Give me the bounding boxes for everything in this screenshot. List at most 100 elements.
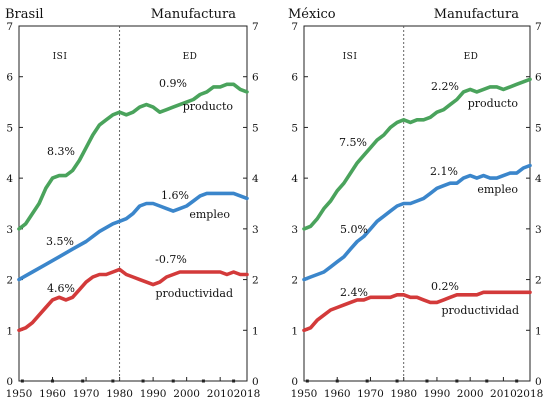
x-axis-marker — [20, 379, 24, 383]
y-tick-label-right: 2 — [535, 275, 542, 287]
y-tick-label-left: 2 — [291, 275, 298, 287]
y-tick-label-left: 4 — [291, 173, 298, 185]
y-tick-label-right: 6 — [252, 72, 259, 84]
x-axis-marker — [335, 379, 339, 383]
y-tick-label-left: 7 — [6, 21, 13, 33]
axes: 0 0 1 1 2 2 3 3 4 4 5 5 6 6 7 7 1950 1960 1970 1980 1990 2000… — [291, 21, 544, 400]
x-tick-label: 1960 — [39, 388, 66, 400]
x-tick-label: 1970 — [73, 388, 100, 400]
x-tick-label: 1950 — [6, 388, 33, 400]
series-line-productividad — [17, 267, 249, 333]
y-tick-label-left: 0 — [291, 376, 298, 388]
plot-frame — [18, 25, 248, 382]
y-tick-label-left: 6 — [291, 72, 298, 84]
y-tick-label-left: 1 — [6, 325, 13, 337]
y-tick-label-right: 1 — [252, 325, 259, 337]
x-tick-label: 1980 — [390, 388, 417, 400]
series-line-producto — [302, 77, 532, 231]
x-axis-marker — [515, 379, 519, 383]
growth-label-producto-ed: 0.9% — [159, 77, 187, 90]
y-tick-label-right: 5 — [535, 122, 542, 134]
x-axis-marker — [232, 379, 236, 383]
panel-title: Brasil — [5, 7, 44, 22]
axes: 0 0 1 1 2 2 3 3 4 4 5 5 6 6 7 7 1950 1960 1970 1980 1990 2000… — [6, 21, 261, 400]
y-tick-label-left: 2 — [6, 275, 13, 287]
growth-label-producto-isi: 7.5% — [339, 136, 367, 149]
y-tick-label-right: 5 — [252, 122, 259, 134]
mexico-panel: México Manufactura ISI ED 0 0 1 1 2 2 3 3 4 4 5 5 6 6… — [288, 7, 543, 400]
brasil-panel: Brasil Manufactura ISI ED 0 0 1 1 2 2 3 3 4 4 5 5 6 6… — [5, 7, 260, 400]
x-axis-marker — [81, 379, 85, 383]
x-tick-label: 1990 — [424, 388, 451, 400]
y-tick-label-right: 7 — [535, 21, 542, 33]
y-tick-label-left: 6 — [6, 72, 13, 84]
y-tick-label-left: 5 — [6, 122, 13, 134]
x-tick-label: 1970 — [357, 388, 384, 400]
x-tick-label: 2000 — [457, 388, 484, 400]
x-axis-marker — [171, 379, 175, 383]
x-axis-marker — [425, 379, 429, 383]
x-axis-marker — [305, 379, 309, 383]
y-tick-label-left: 3 — [291, 224, 298, 236]
x-axis-marker — [111, 379, 115, 383]
x-tick-label: 2010 — [207, 388, 234, 400]
series-label-empleo: empleo — [189, 208, 230, 221]
growth-label-productividad-ed: 0.2% — [431, 280, 459, 293]
y-tick-label-left: 0 — [6, 376, 13, 388]
y-tick-label-right: 3 — [535, 224, 542, 236]
y-tick-label-right: 6 — [535, 72, 542, 84]
y-tick-label-left: 7 — [291, 21, 298, 33]
series-label-producto: producto — [183, 100, 234, 113]
series-line-empleo — [302, 163, 532, 282]
growth-label-productividad-isi: 2.4% — [340, 286, 368, 299]
y-tick-label-right: 4 — [252, 173, 259, 185]
x-axis-marker — [141, 379, 145, 383]
y-tick-label-left: 1 — [291, 325, 298, 337]
series-lines — [17, 82, 249, 333]
x-tick-label: 1980 — [106, 388, 133, 400]
growth-label-empleo-ed: 1.6% — [161, 189, 189, 202]
plot-frame — [303, 25, 531, 382]
y-tick-label-left: 4 — [6, 173, 13, 185]
period-label-isi: ISI — [53, 52, 68, 62]
y-tick-label-right: 0 — [252, 376, 259, 388]
y-tick-label-left: 5 — [291, 122, 298, 134]
growth-label-productividad-isi: 4.6% — [47, 282, 75, 295]
x-axis-marker — [51, 379, 55, 383]
y-tick-label-right: 0 — [535, 376, 542, 388]
y-tick-label-right: 3 — [252, 224, 259, 236]
series-lines — [302, 77, 532, 333]
x-tick-label: 2018 — [517, 388, 544, 400]
panel-title: México — [288, 7, 336, 22]
panel-subtitle: Manufactura — [151, 7, 236, 22]
x-tick-label: 1990 — [140, 388, 167, 400]
x-tick-label: 2000 — [173, 388, 200, 400]
x-axis-marker — [201, 379, 205, 383]
series-label-productividad: productividad — [155, 287, 233, 300]
x-tick-label: 2010 — [490, 388, 517, 400]
growth-label-producto-ed: 2.2% — [431, 80, 459, 93]
y-tick-label-right: 2 — [252, 275, 259, 287]
series-label-producto: producto — [468, 97, 519, 110]
series-line-producto — [17, 82, 249, 231]
period-label-ed: ED — [183, 52, 198, 62]
series-line-empleo — [17, 191, 249, 282]
series-label-productividad: productividad — [441, 304, 519, 317]
growth-label-empleo-ed: 2.1% — [430, 165, 458, 178]
x-tick-label: 2018 — [234, 388, 261, 400]
x-axis-marker — [365, 379, 369, 383]
period-label-isi: ISI — [343, 52, 358, 62]
y-tick-label-left: 3 — [6, 224, 13, 236]
growth-label-empleo-isi: 5.0% — [340, 223, 368, 236]
x-axis-marker — [485, 379, 489, 383]
x-axis-marker — [455, 379, 459, 383]
growth-label-empleo-isi: 3.5% — [46, 235, 74, 248]
panel-subtitle: Manufactura — [434, 7, 519, 22]
growth-label-producto-isi: 8.3% — [47, 145, 75, 158]
growth-label-productividad-ed: -0.7% — [155, 253, 187, 266]
series-line-productividad — [302, 290, 532, 333]
series-label-empleo: empleo — [477, 183, 518, 196]
y-tick-label-right: 7 — [252, 21, 259, 33]
x-axis-marker — [395, 379, 399, 383]
